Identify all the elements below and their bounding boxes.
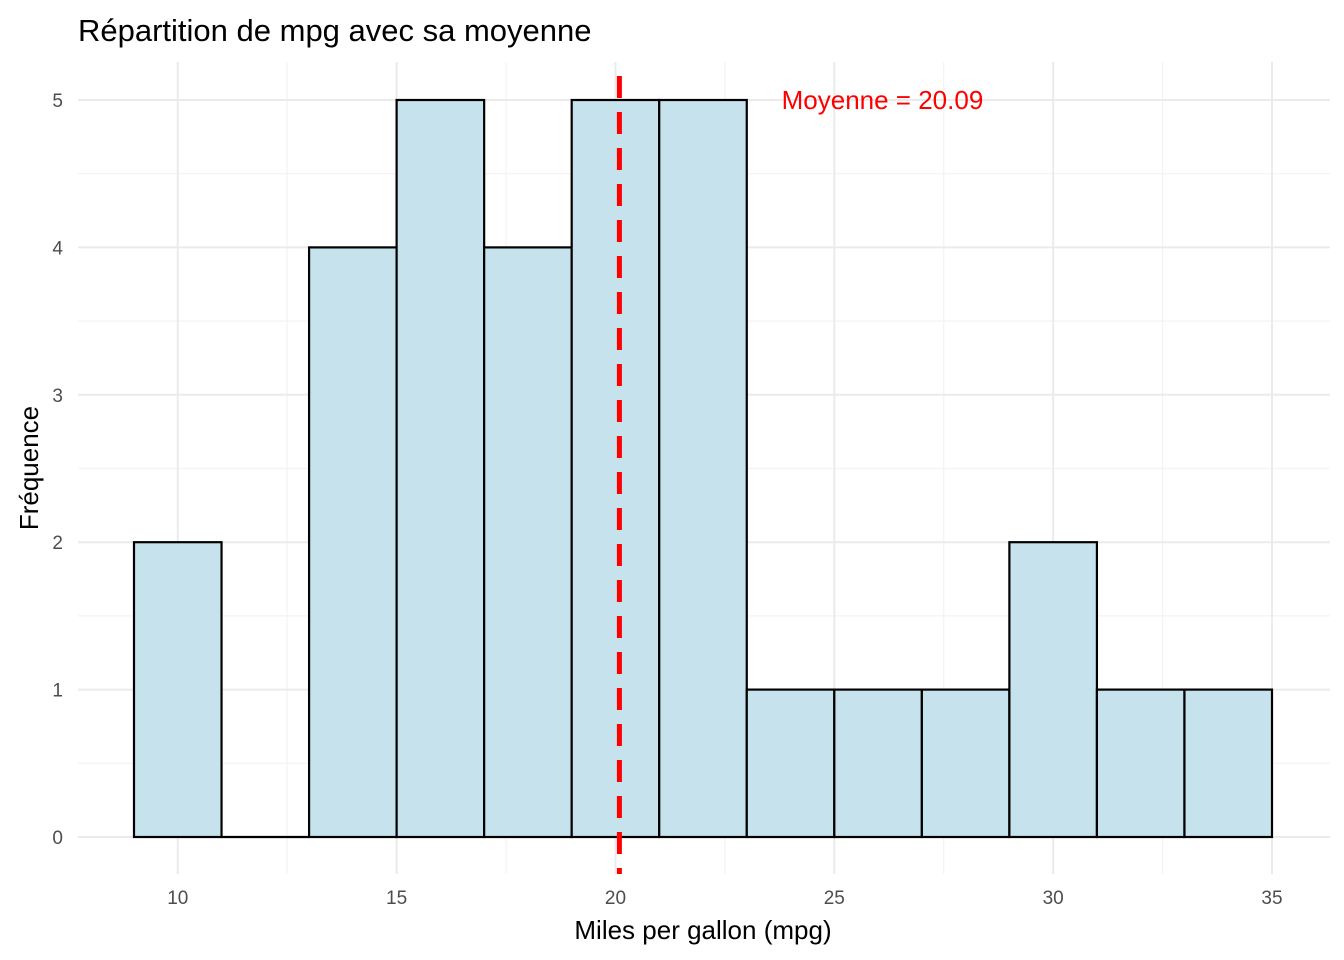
x-tick-label: 15 (386, 888, 407, 909)
histogram-bar (658, 98, 748, 839)
x-tick-label: 30 (1043, 888, 1064, 909)
histogram-bar (307, 246, 398, 839)
histogram-bar (570, 98, 661, 839)
mean-annotation: Moyenne = 20.09 (782, 85, 984, 115)
x-axis-title: Miles per gallon (mpg) (574, 915, 831, 945)
y-axis-title: Fréquence (14, 406, 44, 530)
histogram-bar (1183, 688, 1274, 839)
histogram-bars (132, 98, 1274, 839)
histogram-bar (745, 688, 836, 839)
x-tick-label: 35 (1261, 888, 1282, 909)
histogram-bar (132, 541, 223, 839)
x-tick-label: 25 (824, 888, 845, 909)
histogram-bar (833, 688, 923, 839)
y-tick-label: 5 (52, 91, 63, 112)
x-axis-ticks: 10 15 20 25 30 35 (167, 888, 1282, 909)
y-tick-label: 1 (52, 681, 63, 702)
y-tick-label: 4 (52, 238, 63, 259)
chart-title: Répartition de mpg avec sa moyenne (78, 13, 592, 48)
x-tick-label: 20 (605, 888, 626, 909)
histogram-bar (1008, 541, 1099, 839)
y-tick-label: 0 (52, 828, 63, 849)
histogram-bar (395, 98, 486, 839)
histogram-bar (483, 246, 573, 839)
x-tick-label: 10 (167, 888, 188, 909)
y-tick-label: 3 (52, 386, 63, 407)
y-axis-ticks: 0 1 2 3 4 5 (52, 91, 63, 849)
y-tick-label: 2 (52, 533, 63, 554)
histogram-bar (1095, 688, 1186, 839)
histogram-bar (920, 688, 1011, 839)
